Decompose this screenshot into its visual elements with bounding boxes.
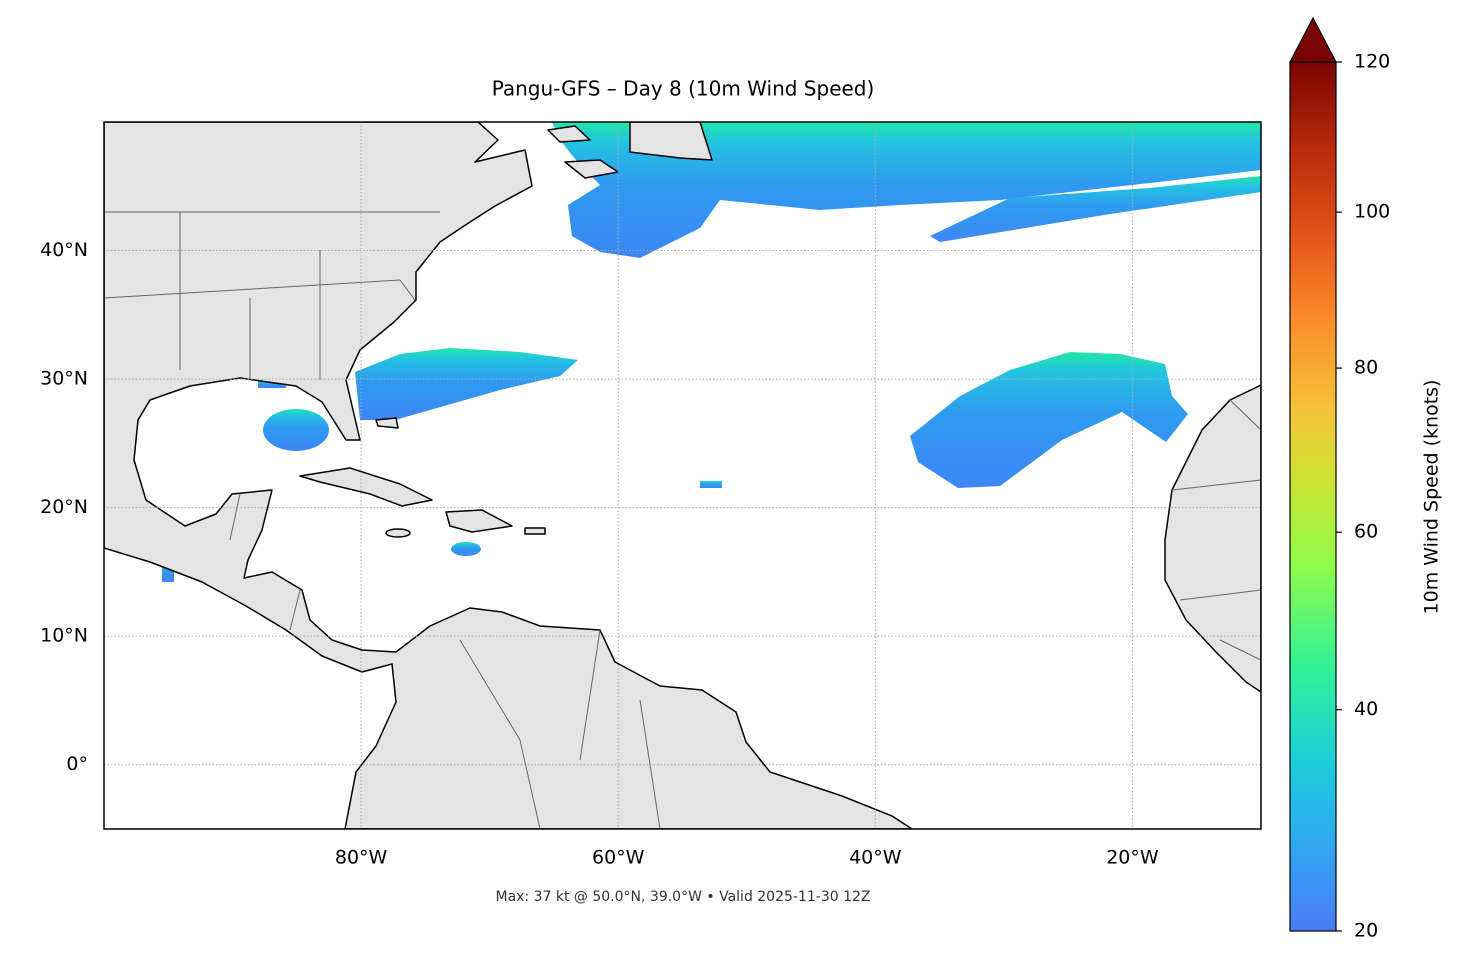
gridlines: [104, 122, 1261, 829]
lat-tick-label: 30°N: [40, 368, 88, 390]
lat-tick-label: 20°N: [40, 496, 88, 518]
colorbar-tick-label: 40: [1354, 698, 1378, 720]
map-frame: [103, 121, 1262, 830]
colorbar-label: 10m Wind Speed (knots): [1421, 380, 1443, 615]
colorbar-tick-label: 20: [1354, 920, 1378, 942]
colorbar: 20 40 60 80 100 120 10m Wind Speed (knots): [1289, 16, 1443, 942]
lon-tick-label: 60°W: [592, 847, 645, 869]
footer: Max: 37 kt @ 50.0°N, 39.0°W • Valid 2025…: [496, 889, 871, 905]
lat-tick-label: 40°N: [40, 239, 88, 261]
colorbar-tick-label: 120: [1354, 51, 1390, 73]
wind-field: [162, 122, 1261, 582]
lat-tick-label: 10°N: [40, 625, 88, 647]
colorbar-frame: [1289, 61, 1337, 932]
colorbar-tick-label: 80: [1354, 357, 1378, 379]
colorbar-tick-label: 100: [1354, 201, 1390, 223]
map: [104, 122, 1261, 829]
lat-tick-label: 0°: [66, 753, 88, 775]
axis-labels: 80°W 60°W 40°W 20°W 0° 10°N 20°N 30°N 40°N: [40, 239, 1159, 868]
lon-tick-label: 20°W: [1106, 847, 1159, 869]
lon-tick-label: 80°W: [335, 847, 388, 869]
colorbar-extend: [1289, 16, 1337, 63]
lon-tick-label: 40°W: [849, 847, 902, 869]
colorbar-tick-label: 60: [1354, 521, 1378, 543]
title: Pangu-GFS – Day 8 (10m Wind Speed): [492, 77, 875, 101]
colorbar-gradient: [1290, 62, 1336, 931]
land: [104, 122, 1261, 829]
